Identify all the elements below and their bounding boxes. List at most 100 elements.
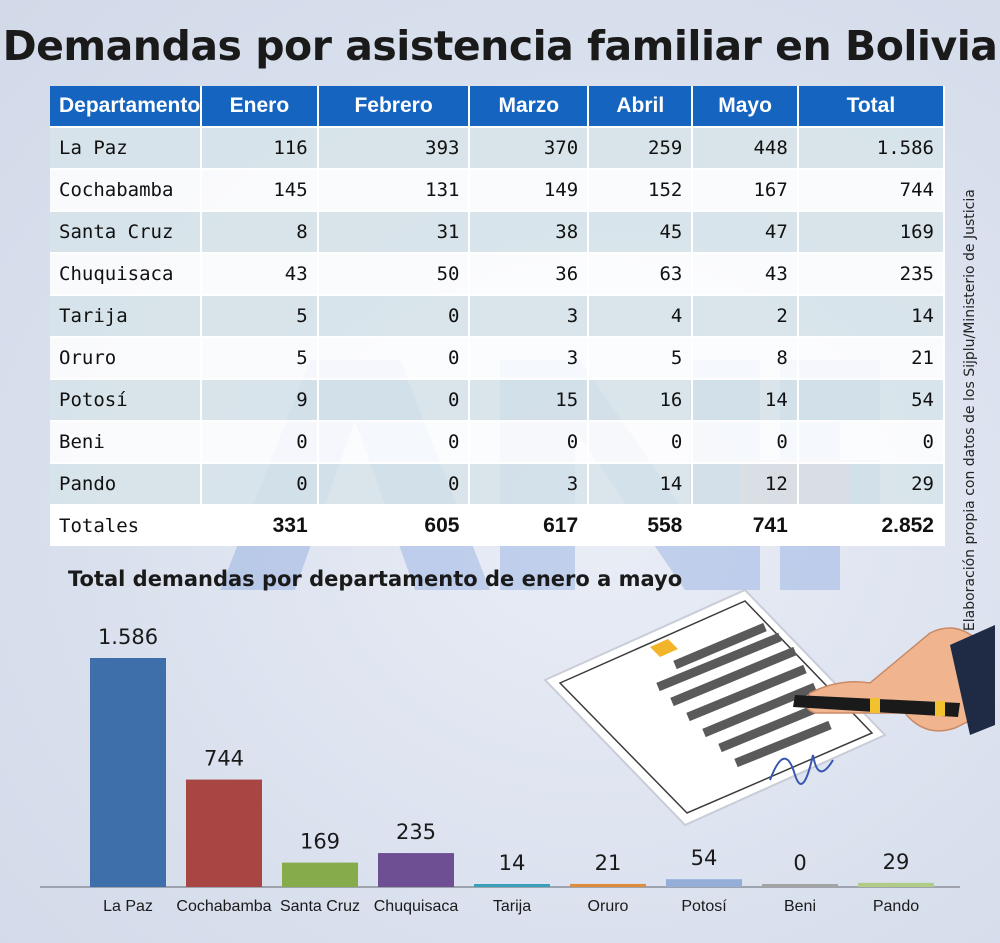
table-row: Pando 0 0 3 14 12 29 xyxy=(50,462,946,505)
total-abril: 558 xyxy=(588,504,694,546)
header-enero: Enero xyxy=(201,86,319,127)
bar-7 xyxy=(762,884,838,887)
cell-enero: 43 xyxy=(201,252,319,295)
table-row: La Paz 116 393 370 259 448 1.586 xyxy=(50,126,946,169)
page-title: Demandas por asistencia familiar en Boli… xyxy=(2,22,998,70)
cell-enero: 145 xyxy=(201,168,319,211)
cell-enero: 8 xyxy=(201,210,319,253)
chart-title: Total demandas por departamento de enero… xyxy=(68,567,683,591)
table-row: Tarija 5 0 3 4 2 14 xyxy=(50,294,946,337)
cell-departamento: La Paz xyxy=(50,126,203,169)
bar-8 xyxy=(858,882,934,887)
cell-abril: 45 xyxy=(588,210,694,253)
cell-total: 14 xyxy=(797,294,946,337)
header-total: Total xyxy=(797,86,946,127)
table-row: Santa Cruz 8 31 38 45 47 169 xyxy=(50,210,946,253)
bar-0 xyxy=(90,658,166,887)
bar-5 xyxy=(570,883,646,887)
cell-abril: 16 xyxy=(588,378,694,421)
bar-1 xyxy=(186,779,262,887)
cell-departamento: Tarija xyxy=(50,294,203,337)
cell-febrero: 393 xyxy=(317,126,471,169)
cell-abril: 4 xyxy=(588,294,694,337)
cell-departamento: Beni xyxy=(50,420,203,463)
demands-table: Departamento Enero Febrero Marzo Abril M… xyxy=(50,86,946,546)
header-febrero: Febrero xyxy=(317,86,471,127)
cell-febrero: 50 xyxy=(317,252,471,295)
cell-enero: 5 xyxy=(201,294,319,337)
cell-enero: 0 xyxy=(201,420,319,463)
cell-abril: 259 xyxy=(588,126,694,169)
cell-total: 1.586 xyxy=(797,126,946,169)
cell-mayo: 2 xyxy=(692,294,799,337)
cell-marzo: 15 xyxy=(469,378,590,421)
category-label: Santa Cruz xyxy=(280,898,360,915)
cell-departamento: Cochabamba xyxy=(50,168,203,211)
cell-abril: 63 xyxy=(588,252,694,295)
cell-departamento: Chuquisaca xyxy=(50,252,203,295)
table-row: Cochabamba 145 131 149 152 167 744 xyxy=(50,168,946,211)
cell-total: 0 xyxy=(797,420,946,463)
category-label: Oruro xyxy=(588,898,629,915)
cell-marzo: 0 xyxy=(469,420,590,463)
cell-total: 21 xyxy=(797,336,946,379)
header-marzo: Marzo xyxy=(469,86,590,127)
cell-mayo: 43 xyxy=(692,252,799,295)
bar-3 xyxy=(378,853,454,887)
bar-value-label: 744 xyxy=(204,747,244,771)
category-label: Pando xyxy=(873,898,919,915)
cell-total: 744 xyxy=(797,168,946,211)
header-abril: Abril xyxy=(588,86,694,127)
category-label: Potosí xyxy=(681,898,727,915)
cell-departamento: Pando xyxy=(50,462,203,505)
cell-enero: 5 xyxy=(201,336,319,379)
cell-total: 29 xyxy=(797,462,946,505)
cell-abril: 0 xyxy=(588,420,694,463)
cell-mayo: 14 xyxy=(692,378,799,421)
cell-enero: 9 xyxy=(201,378,319,421)
bar-value-label: 29 xyxy=(883,850,910,874)
total-total: 2.852 xyxy=(797,504,946,546)
cell-mayo: 0 xyxy=(692,420,799,463)
cell-mayo: 167 xyxy=(692,168,799,211)
cell-febrero: 0 xyxy=(317,420,471,463)
category-label: Chuquisaca xyxy=(374,898,459,915)
cell-total: 54 xyxy=(797,378,946,421)
signing-document-illustration xyxy=(543,588,995,827)
table-row: Beni 0 0 0 0 0 0 xyxy=(50,420,946,463)
cell-total: 235 xyxy=(797,252,946,295)
cell-febrero: 0 xyxy=(317,378,471,421)
bar-value-label: 54 xyxy=(691,846,718,870)
table-row: Chuquisaca 43 50 36 63 43 235 xyxy=(50,252,946,295)
cell-marzo: 3 xyxy=(469,336,590,379)
cell-mayo: 448 xyxy=(692,126,799,169)
bar-value-label: 1.586 xyxy=(98,625,158,649)
cell-febrero: 0 xyxy=(317,462,471,505)
bar-value-label: 0 xyxy=(793,851,806,875)
bar-4 xyxy=(474,884,550,887)
category-label: Tarija xyxy=(493,898,531,915)
total-mayo: 741 xyxy=(692,504,799,546)
total-marzo: 617 xyxy=(469,504,590,546)
table-row: Oruro 5 0 3 5 8 21 xyxy=(50,336,946,379)
bar-6 xyxy=(666,879,742,887)
cell-abril: 14 xyxy=(588,462,694,505)
cell-marzo: 149 xyxy=(469,168,590,211)
cell-febrero: 31 xyxy=(317,210,471,253)
cell-mayo: 8 xyxy=(692,336,799,379)
cell-departamento: Santa Cruz xyxy=(50,210,203,253)
bar-chart: 1.586 La Paz 744 Cochabamba 169 Santa Cruz 235… xyxy=(40,625,960,915)
cell-enero: 116 xyxy=(201,126,319,169)
bar-value-label: 14 xyxy=(499,851,526,875)
bar-value-label: 169 xyxy=(300,830,340,854)
cell-mayo: 12 xyxy=(692,462,799,505)
cell-total: 169 xyxy=(797,210,946,253)
cell-marzo: 3 xyxy=(469,294,590,337)
cell-marzo: 370 xyxy=(469,126,590,169)
cell-departamento: Oruro xyxy=(50,336,203,379)
cell-abril: 5 xyxy=(588,336,694,379)
category-label: La Paz xyxy=(103,898,153,915)
cell-febrero: 0 xyxy=(317,294,471,337)
bar-value-label: 21 xyxy=(595,851,622,875)
cell-marzo: 38 xyxy=(469,210,590,253)
